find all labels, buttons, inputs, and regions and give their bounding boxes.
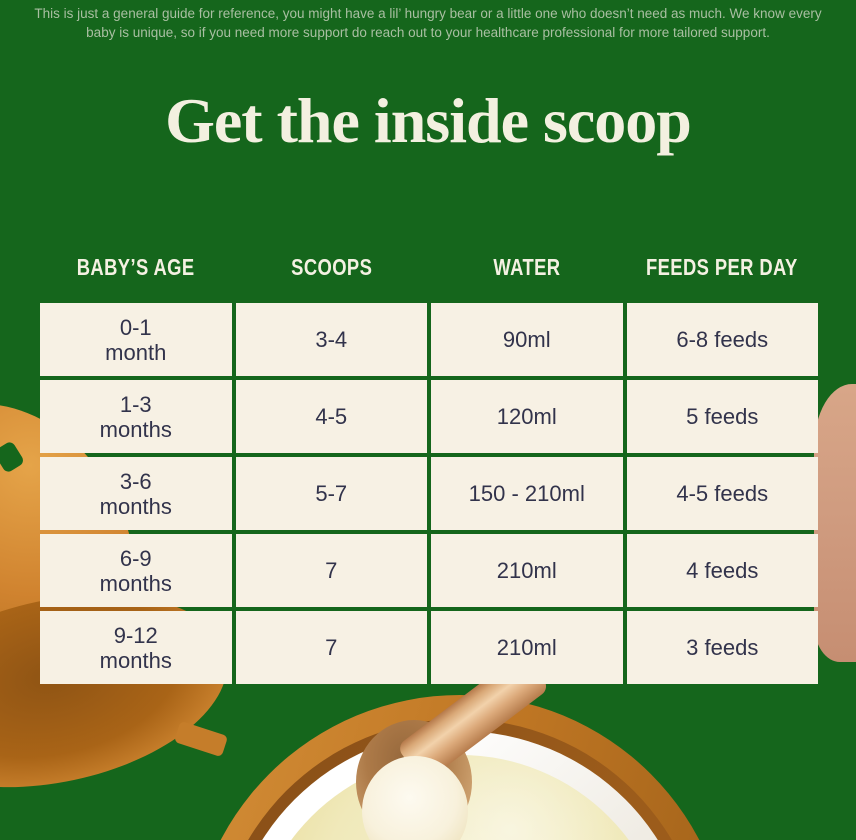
baby-arm-image [814, 384, 856, 662]
table-cell-water: 210ml [431, 611, 623, 684]
table-cell-feeds: 5 feeds [626, 380, 818, 453]
table-cell-age: 3-6 months [40, 457, 232, 530]
scoop-powder-heap-image [362, 756, 468, 840]
table-cell-water: 120ml [431, 380, 623, 453]
column-header-label: FEEDS PER DAY [646, 254, 799, 280]
table-cell-scoops: 7 [235, 534, 427, 607]
table-cell-water: 90ml [431, 303, 623, 376]
column-header-label: WATER [493, 254, 561, 280]
column-header-water: WATER [431, 250, 623, 284]
table-cell-scoops: 4-5 [235, 380, 427, 453]
table-cell-feeds: 6-8 feeds [626, 303, 818, 376]
table-cell-water: 150 - 210ml [431, 457, 623, 530]
page-title: Get the inside scoop [165, 85, 692, 156]
table-cell-age: 6-9 months [40, 534, 232, 607]
jar-lid-tab-shape [173, 720, 229, 758]
table-cell-age: 9-12 months [40, 611, 232, 684]
column-header-babys-age: BABY’S AGE [40, 250, 232, 284]
table-cell-age: 0-1 month [40, 303, 232, 376]
table-cell-water: 210ml [431, 534, 623, 607]
table-cell-scoops: 3-4 [235, 303, 427, 376]
table-cell-feeds: 4-5 feeds [626, 457, 818, 530]
column-header-label: BABY’S AGE [76, 254, 195, 280]
disclaimer-text: This is just a general guide for referen… [34, 6, 822, 41]
table-cell-feeds: 3 feeds [626, 611, 818, 684]
table-cell-feeds: 4 feeds [626, 534, 818, 607]
table-cell-scoops: 5-7 [235, 457, 427, 530]
table-header-row: BABY’S AGE SCOOPS WATER FEEDS PER DAY [40, 250, 818, 284]
table-cell-age: 1-3 months [40, 380, 232, 453]
column-header-scoops: SCOOPS [236, 250, 428, 284]
table-cell-scoops: 7 [235, 611, 427, 684]
column-header-feeds-per-day: FEEDS PER DAY [627, 250, 819, 284]
column-header-label: SCOOPS [290, 254, 372, 280]
feeding-table: 0-1 month 3-4 90ml 6-8 feeds 1-3 months … [40, 303, 818, 684]
